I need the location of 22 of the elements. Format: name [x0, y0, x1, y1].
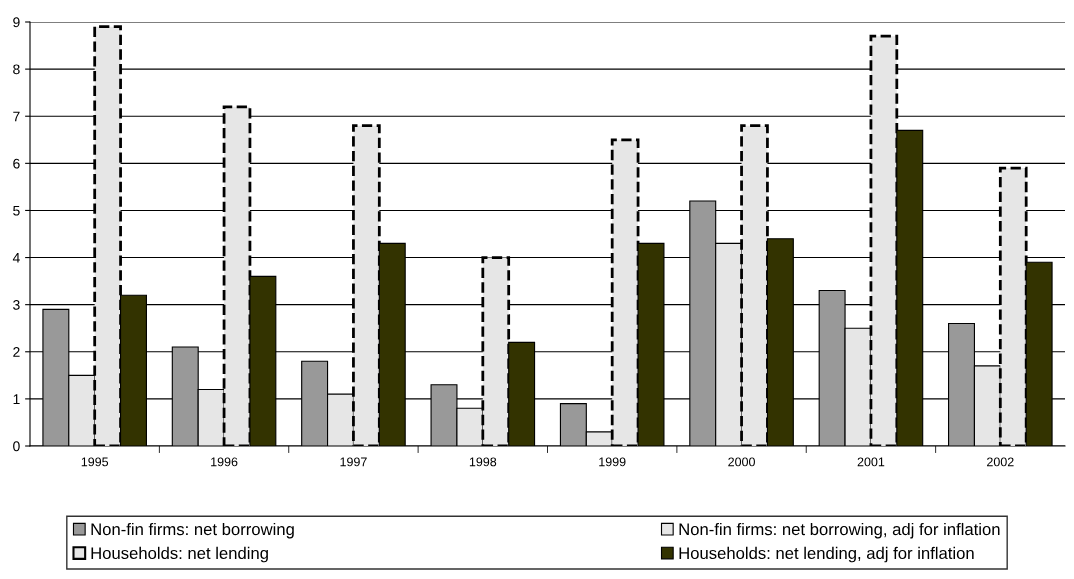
- y-tick-label: 6: [13, 158, 20, 169]
- x-tick-label: 2000: [728, 457, 755, 467]
- y-tick-label: 5: [13, 205, 20, 216]
- x-tick-label: 1996: [211, 457, 238, 467]
- y-tick-label: 7: [13, 111, 20, 122]
- y-tick-label: 3: [13, 300, 20, 310]
- y-tick-label: 0: [13, 441, 20, 452]
- x-tick-label: 1999: [599, 457, 626, 467]
- y-tick-label: 4: [12, 253, 20, 263]
- x-tick-label: 1995: [81, 457, 109, 467]
- x-tick-label: 2001: [857, 457, 885, 467]
- legend-label: Non-fin firms: net borrowing: [91, 522, 294, 539]
- y-tick-label: 1: [13, 394, 20, 404]
- x-tick-label: 1998: [469, 457, 497, 467]
- x-tick-label: 1997: [340, 457, 367, 467]
- y-tick-label: 8: [13, 64, 20, 75]
- y-tick-label: 2: [13, 347, 20, 357]
- x-tick-label: 2002: [987, 457, 1014, 467]
- legend-label: Households: net lending, adj for inflation: [679, 546, 974, 563]
- legend-label: Non-fin firms: net borrowing, adj for inflation: [679, 522, 1000, 539]
- y-tick-label: 9: [13, 17, 20, 28]
- legend-label: Households: net lending: [91, 546, 268, 563]
